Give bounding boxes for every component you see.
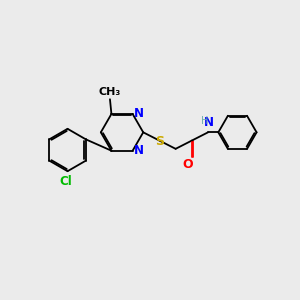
Text: CH₃: CH₃ bbox=[99, 87, 121, 97]
Text: O: O bbox=[182, 158, 193, 171]
Text: N: N bbox=[134, 107, 144, 121]
Text: H: H bbox=[201, 116, 208, 126]
Text: S: S bbox=[155, 135, 164, 148]
Text: Cl: Cl bbox=[60, 175, 73, 188]
Text: N: N bbox=[134, 144, 144, 157]
Text: N: N bbox=[204, 116, 214, 129]
